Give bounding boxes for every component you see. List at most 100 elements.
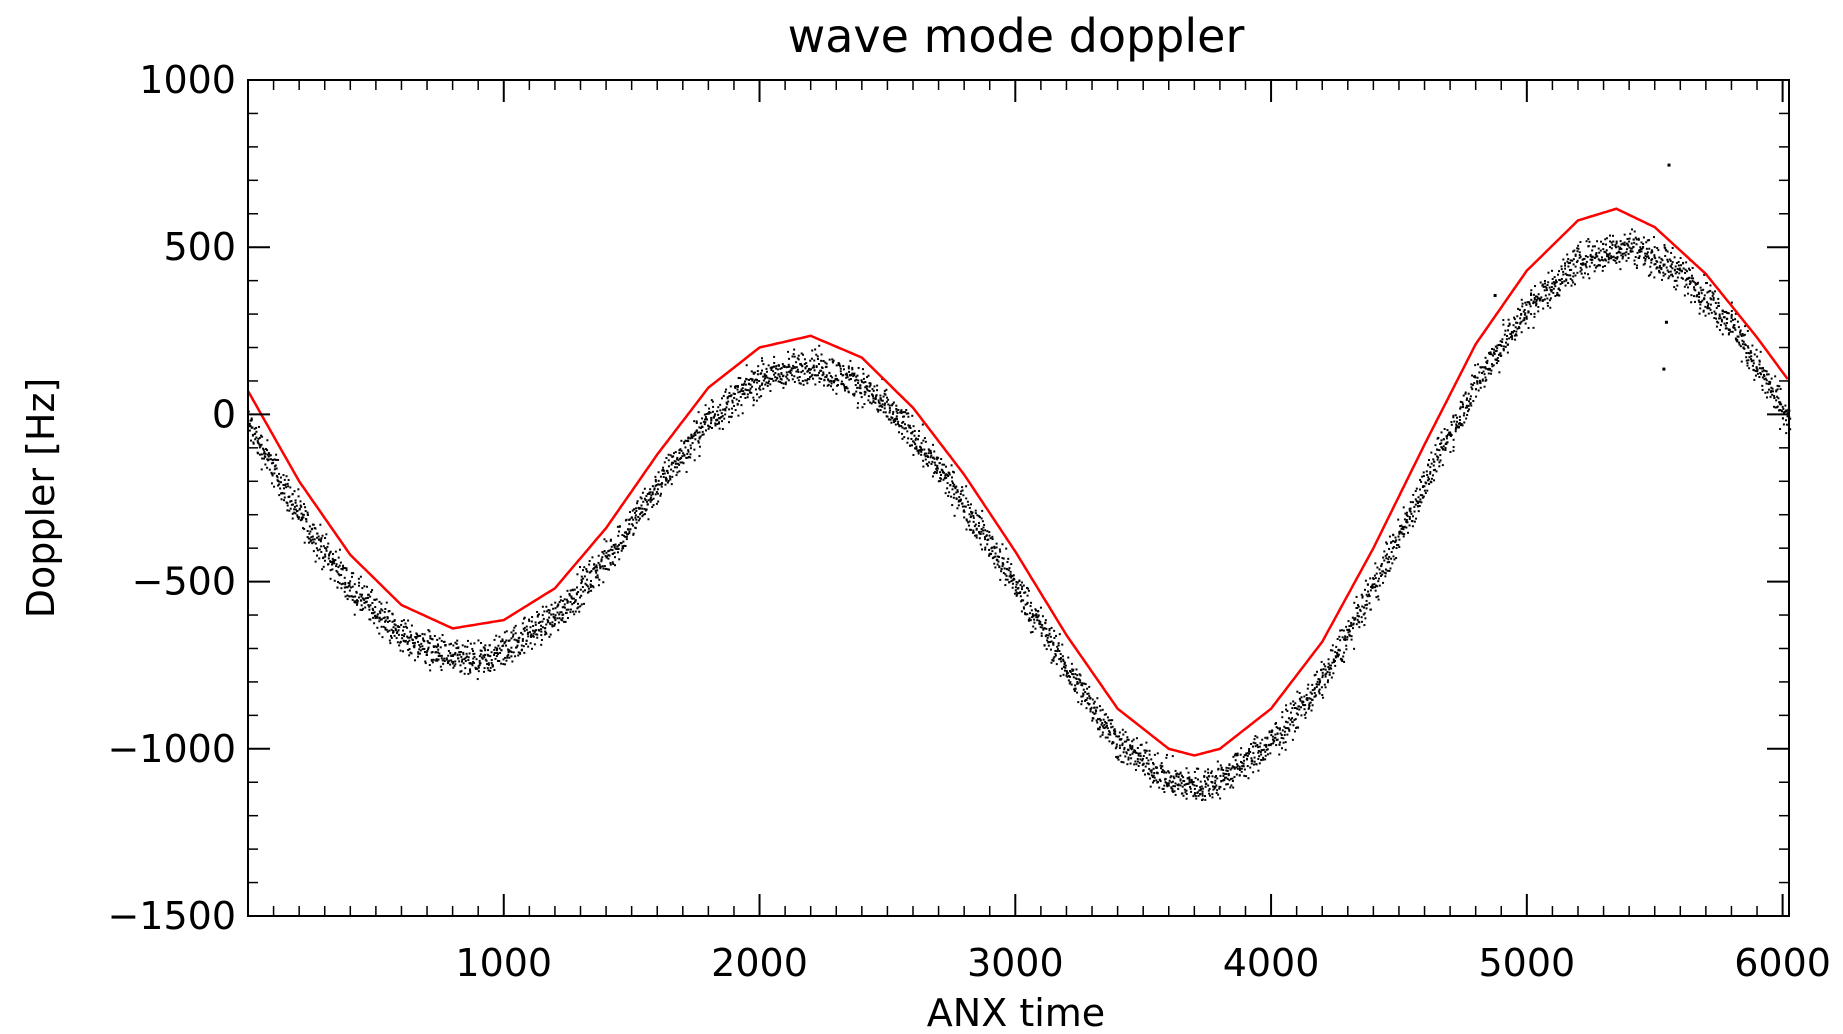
scatter-point: [1411, 525, 1414, 528]
scatter-point: [1152, 774, 1155, 777]
scatter-point: [1574, 253, 1577, 256]
scatter-point: [1049, 635, 1052, 638]
scatter-point: [1245, 752, 1248, 755]
scatter-point: [580, 594, 583, 597]
scatter-point: [1507, 329, 1510, 332]
scatter-point: [854, 379, 857, 382]
scatter-point: [932, 443, 935, 446]
scatter-point: [1115, 755, 1118, 758]
scatter-point: [720, 416, 723, 419]
scatter-point: [498, 647, 501, 650]
scatter-point: [1037, 614, 1040, 617]
scatter-point: [1464, 391, 1467, 394]
scatter-point: [1502, 319, 1505, 322]
scatter-point: [1600, 240, 1603, 243]
scatter-point: [1554, 294, 1557, 297]
scatter-point: [740, 404, 743, 407]
scatter-point: [547, 608, 550, 611]
scatter-point: [1342, 655, 1345, 658]
scatter-point: [1552, 291, 1555, 294]
scatter-point: [1628, 246, 1631, 249]
scatter-point: [1360, 620, 1363, 623]
scatter-point: [1360, 593, 1363, 596]
scatter-point: [815, 353, 818, 356]
scatter-point: [901, 426, 904, 429]
scatter-point: [1633, 263, 1636, 266]
scatter-point: [871, 395, 874, 398]
scatter-point: [1099, 719, 1102, 722]
scatter-point: [964, 505, 967, 508]
scatter-point: [1194, 777, 1197, 780]
scatter-point: [1216, 789, 1219, 792]
scatter-point: [1327, 658, 1330, 661]
scatter-point: [1348, 634, 1351, 637]
scatter-point: [297, 517, 300, 520]
scatter-point: [1386, 553, 1389, 556]
scatter-point: [294, 501, 297, 504]
scatter-point: [1614, 256, 1617, 259]
scatter-point: [1645, 241, 1648, 244]
scatter-point: [1733, 327, 1736, 330]
scatter-point: [1410, 512, 1413, 515]
scatter-point: [1088, 702, 1091, 705]
scatter-point: [1137, 752, 1140, 755]
scatter-point: [1736, 320, 1739, 323]
scatter-point: [840, 372, 843, 375]
scatter-point: [1257, 746, 1260, 749]
scatter-point: [297, 488, 300, 491]
scatter-point: [762, 387, 765, 390]
scatter-point: [262, 448, 265, 451]
scatter-point: [316, 536, 319, 539]
scatter-point: [1762, 369, 1765, 372]
scatter-point: [371, 602, 374, 605]
scatter-point: [1679, 257, 1682, 260]
scatter-point: [974, 509, 977, 512]
scatter-point: [1375, 596, 1378, 599]
scatter-point: [1690, 301, 1693, 304]
scatter-point: [565, 598, 568, 601]
scatter-point: [1533, 298, 1536, 301]
scatter-point: [1422, 471, 1425, 474]
scatter-point: [991, 538, 994, 541]
scatter-point: [1642, 242, 1645, 245]
scatter-point: [1257, 769, 1260, 772]
scatter-point: [705, 413, 708, 416]
scatter-point: [483, 647, 486, 650]
scatter-point: [802, 383, 805, 386]
scatter-point: [728, 415, 731, 418]
scatter-point: [1326, 670, 1329, 673]
scatter-point: [532, 625, 535, 628]
scatter-point: [644, 499, 647, 502]
scatter-point: [1090, 706, 1093, 709]
scatter-point: [711, 410, 714, 413]
scatter-point: [1606, 253, 1609, 256]
scatter-point: [638, 517, 641, 520]
scatter-point: [1377, 577, 1380, 580]
scatter-point: [740, 388, 743, 391]
scatter-point: [1150, 769, 1153, 772]
scatter-point: [1550, 290, 1553, 293]
scatter-point: [1680, 264, 1683, 267]
scatter-point: [1077, 701, 1080, 704]
scatter-point: [1121, 742, 1124, 745]
scatter-point: [787, 379, 790, 382]
scatter-point: [982, 526, 985, 529]
scatter-point: [799, 362, 802, 365]
scatter-point: [514, 632, 517, 635]
scatter-point: [323, 559, 326, 562]
scatter-point: [265, 447, 268, 450]
scatter-point: [1378, 584, 1381, 587]
scatter-point: [1227, 772, 1230, 775]
scatter-point: [1704, 305, 1707, 308]
scatter-point: [670, 468, 673, 471]
scatter-point: [848, 378, 851, 381]
scatter-point: [1289, 723, 1292, 726]
scatter-point: [797, 354, 800, 357]
scatter-point: [708, 411, 711, 414]
scatter-point: [1464, 406, 1467, 409]
scatter-point: [924, 455, 927, 458]
scatter-point: [527, 635, 530, 638]
scatter-point: [494, 646, 497, 649]
scatter-point: [1461, 406, 1464, 409]
scatter-point: [286, 482, 289, 485]
